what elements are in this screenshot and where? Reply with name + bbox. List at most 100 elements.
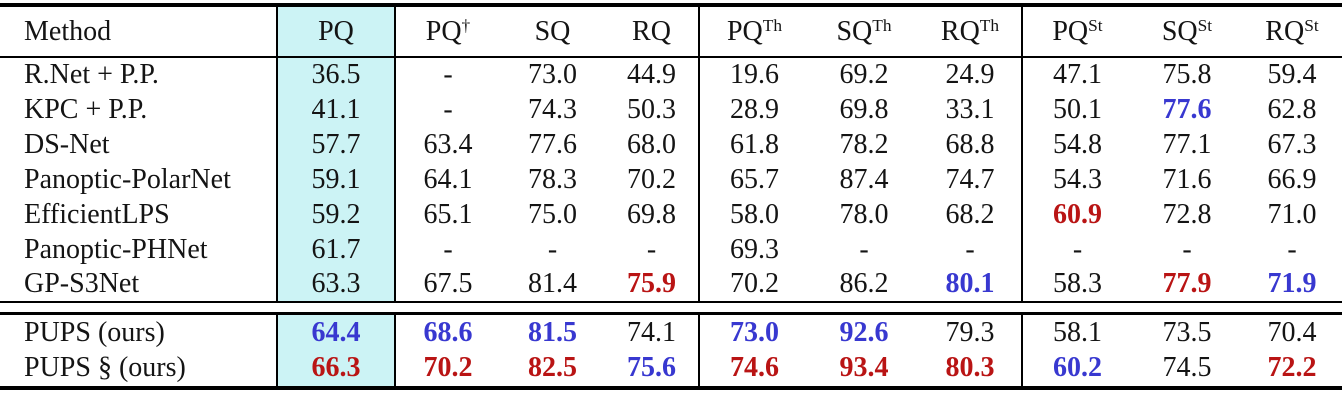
metric-superscript: St: [1197, 16, 1213, 36]
metric-cell: 80.1: [945, 268, 995, 299]
metric-superscript: St: [1304, 16, 1319, 36]
metric-cell: 44.9: [627, 59, 676, 90]
method-cell: DS-Net: [24, 128, 110, 160]
table-row: Panoptic-PHNet 61.7 - - - 69.3 - - - - -: [0, 232, 1342, 267]
metric-cell: 69.8: [627, 198, 676, 230]
metric-cell: 64.4: [276, 313, 396, 351]
metric-cell: 65.1: [423, 198, 473, 230]
metric-cell: -: [1182, 233, 1192, 265]
column-header-pqst: PQSt: [1021, 5, 1132, 58]
metric-cell: 73.0: [698, 313, 809, 351]
metric-cell: 73.0: [528, 59, 577, 90]
column-header-pq: PQ: [276, 5, 396, 58]
metric-name: PQ: [1052, 15, 1089, 47]
table-row: R.Net + P.P. 36.5 - 73.0 44.9 19.6 69.2 24.9 47.…: [0, 57, 1342, 92]
column-header-sqst: SQSt: [1132, 5, 1242, 58]
metric-name: PQ: [726, 15, 763, 47]
table-row: DS-Net 57.7 63.4 77.6 68.0 61.8 78.2 68.8 54.8 77…: [0, 127, 1342, 162]
metric-cell: 71.6: [1162, 163, 1212, 195]
metric-cell: 77.6: [528, 128, 577, 160]
metric-cell: 36.5: [276, 57, 396, 92]
metric-cell: 61.8: [698, 127, 809, 162]
metric-cell: 92.6: [839, 316, 889, 348]
metric-cell: 71.9: [1267, 268, 1317, 299]
metric-cell: 64.1: [423, 163, 473, 195]
metric-cell: 58.3: [1021, 267, 1132, 302]
method-cell: EfficientLPS: [24, 198, 170, 230]
metric-superscript: Th: [872, 16, 892, 36]
column-header-sq: SQ: [500, 5, 605, 58]
metric-cell: 78.0: [839, 198, 889, 230]
metric-cell: 59.1: [276, 162, 396, 197]
metric-cell: 19.6: [698, 57, 809, 92]
metric-cell: 68.8: [945, 128, 995, 160]
table-row: GP-S3Net 63.3 67.5 81.4 75.9 70.2 86.2 80.1 58.3…: [0, 267, 1342, 302]
ours-rows: PUPS (ours) 64.4 68.6 81.5 74.1 73.0 92.6 79.3 5…: [0, 313, 1342, 388]
metric-name: RQ: [1265, 15, 1305, 47]
metric-cell: 61.7: [276, 232, 396, 267]
metric-name: RQ: [632, 15, 671, 47]
metric-cell: 33.1: [945, 93, 995, 125]
metric-cell: 75.0: [528, 198, 577, 230]
metric-cell: 54.8: [1021, 127, 1132, 162]
metric-cell: 74.7: [945, 163, 995, 195]
metric-name: SQ: [534, 15, 571, 47]
metric-cell: -: [859, 233, 869, 265]
metric-cell: 47.1: [1021, 57, 1132, 92]
metric-cell: 78.3: [528, 163, 577, 195]
metric-cell: 66.3: [276, 350, 396, 388]
metric-cell: 24.9: [945, 59, 995, 90]
metric-cell: 50.3: [627, 93, 676, 125]
metric-cell: -: [443, 93, 453, 125]
metric-cell: 57.7: [276, 127, 396, 162]
metric-cell: 87.4: [839, 163, 889, 195]
column-header-sqth: SQTh: [809, 5, 919, 58]
column-header-rqth: RQTh: [919, 5, 1022, 58]
metric-cell: 62.8: [1267, 93, 1317, 125]
metric-cell: 69.8: [839, 93, 889, 125]
method-cell: KPC + P.P.: [24, 93, 148, 125]
metric-cell: 65.7: [698, 162, 809, 197]
metric-cell: -: [547, 233, 558, 265]
metric-cell: 69.3: [698, 232, 809, 267]
metric-cell: 74.1: [627, 316, 676, 348]
metric-name: SQ: [1161, 15, 1198, 47]
metric-cell: 72.8: [1162, 198, 1212, 230]
metric-cell: 50.1: [1021, 92, 1132, 127]
column-header-rqst: RQSt: [1242, 5, 1342, 58]
table-row: EfficientLPS 59.2 65.1 75.0 69.8 58.0 78.0 68.2…: [0, 197, 1342, 232]
metric-cell: 86.2: [839, 268, 889, 299]
metric-cell: 58.1: [1021, 313, 1132, 351]
metric-cell: -: [965, 233, 975, 265]
metric-cell: 80.3: [945, 352, 995, 383]
table-row: KPC + P.P. 41.1 - 74.3 50.3 28.9 69.8 33.1 50.1 7…: [0, 92, 1342, 127]
metric-cell: -: [1287, 233, 1297, 265]
metric-cell: 70.2: [627, 163, 676, 195]
section-divider-double-rule: [0, 301, 1342, 315]
metric-cell: 74.6: [698, 350, 809, 388]
metric-cell: 68.0: [627, 128, 676, 160]
metric-cell: 74.5: [1162, 352, 1212, 383]
metric-superscript: St: [1088, 16, 1103, 36]
metric-cell: 75.9: [627, 268, 676, 299]
metric-name: RQ: [940, 15, 980, 47]
method-cell: PUPS § (ours): [24, 352, 186, 383]
metric-cell: 93.4: [839, 352, 889, 383]
metric-cell: 67.3: [1267, 128, 1317, 160]
metric-cell: 63.4: [423, 128, 473, 160]
metric-name: PQ: [318, 15, 354, 47]
method-cell: PUPS (ours): [24, 316, 165, 348]
metric-cell: -: [646, 233, 657, 265]
metric-cell: 60.2: [1021, 350, 1132, 388]
metric-cell: 59.2: [276, 197, 396, 232]
metric-cell: 82.5: [528, 352, 577, 383]
metric-cell: 59.4: [1267, 59, 1317, 90]
table-row: PUPS (ours) 64.4 68.6 81.5 74.1 73.0 92.6 79.3 5…: [0, 313, 1342, 351]
metric-cell: -: [443, 59, 453, 90]
metric-cell: 68.6: [423, 316, 473, 348]
metric-name: PQ: [425, 15, 462, 47]
results-table-wrap: Method PQ PQ† SQ RQ PQTh SQTh RQTh PQSt SQSt RQSt…: [0, 3, 1342, 390]
metric-cell: 78.2: [839, 128, 889, 160]
metric-cell: 81.5: [528, 316, 577, 348]
metric-superscript: Th: [979, 16, 1000, 36]
